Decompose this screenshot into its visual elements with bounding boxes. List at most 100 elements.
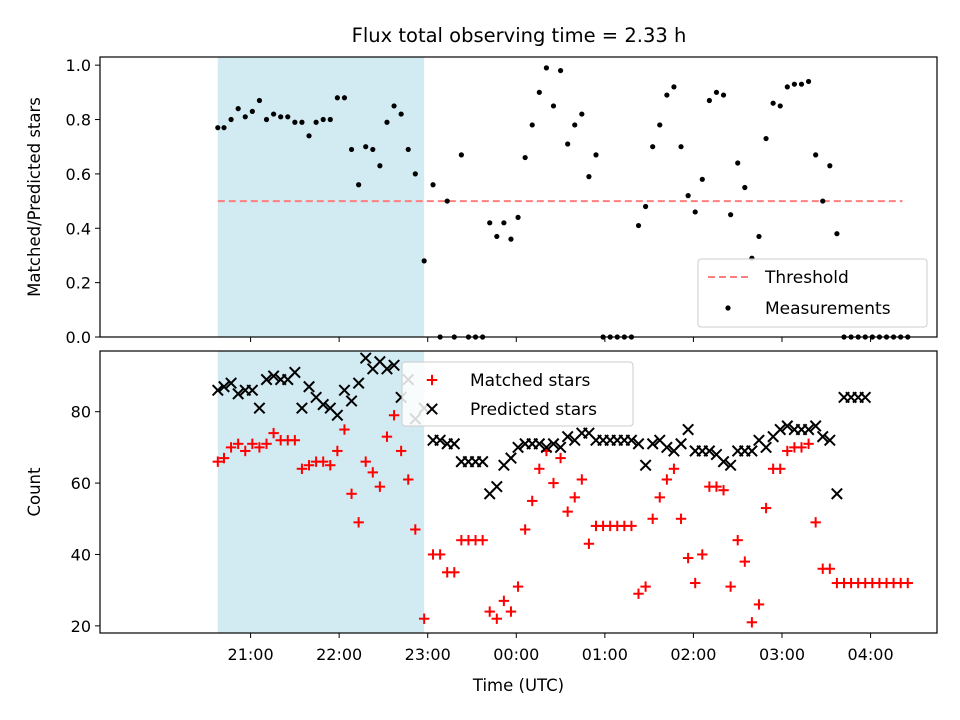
top-ytick-label-4: 0.8 [66,111,91,130]
bottom-point-1-69 [703,445,716,457]
bottom-xtick-label-1: 22:00 [316,645,362,664]
bottom-point-1-61-b [646,437,659,450]
bottom-point-0-13 [303,460,315,471]
top-point-0-32 [444,198,450,204]
legend-measurements-swatch [725,305,731,311]
top-ytick-label-5: 1.0 [66,56,91,75]
bottom-point-1-71-b [717,455,730,468]
bottom-point-0-29 [418,613,430,624]
bottom-point-1-6 [253,402,266,415]
bottom-point-1-84 [809,420,822,432]
bottom-point-0-2 [225,442,237,453]
bottom-point-1-18-b [338,384,351,397]
bottom-point-0-79 [775,463,786,474]
bottom-ytick-label-2: 60 [71,474,91,493]
bottom-point-1-17 [331,409,344,422]
bottom-point-1-58-b [625,434,638,447]
bottom-point-1-47-b [547,437,560,450]
bottom-point-0-60 [640,581,651,592]
bottom-point-0-38 [484,606,495,617]
top-point-0-3 [235,106,241,112]
bottom-point-0-4 [240,445,251,457]
top-point-0-30 [430,182,436,188]
bottom-point-0-12 [296,463,308,474]
top-point-0-25 [391,103,397,109]
bottom-point-1-75 [745,445,758,457]
bottom-point-1-37 [476,455,489,468]
top-ytick-label-2: 0.4 [66,219,91,238]
bottom-point-1-17-b [331,409,344,422]
bottom-point-0-20 [353,517,364,528]
bottom-ylabel: Count [25,467,44,517]
bottom-point-0-17 [332,445,343,457]
bottom-point-1-0 [211,384,224,397]
bottom-point-1-49-b [561,430,574,443]
bottom-point-1-31 [434,434,447,447]
top-point-0-4 [242,114,248,120]
top-point-0-5 [249,108,255,114]
figure-title: Flux total observing time = 2.33 h [352,24,687,47]
bottom-point-0-7 [261,438,272,450]
bottom-point-0-11 [289,435,301,446]
top-point-0-63 [664,92,670,98]
top-point-0-80 [784,84,790,90]
bottom-xtick-label-2: 23:00 [405,645,451,664]
bottom-point-1-11 [288,366,301,379]
bottom-point-0-27 [403,474,414,485]
top-point-0-67 [692,209,698,215]
top-legend-box [697,258,928,328]
legend-measurements-label: Measurements [765,299,891,319]
top-point-0-8 [271,111,277,117]
top-point-0-61 [650,144,656,150]
bottom-point-1-66-b [682,423,695,436]
bottom-point-1-21 [359,352,372,365]
top-point-0-85 [820,198,826,204]
top-point-0-74 [742,184,748,191]
top-point-0-21 [363,144,369,150]
bottom-point-1-11-b [288,366,301,379]
bottom-point-1-8 [267,370,280,382]
bottom-point-1-19 [345,395,358,407]
bottom-point-1-33-b [448,437,461,450]
top-point-0-42 [515,214,521,220]
bottom-point-0-61 [647,513,658,524]
top-point-0-49 [565,141,571,147]
top-point-0-20 [356,182,362,188]
bottom-point-0-63 [661,474,673,485]
bottom-point-1-8-b [267,370,280,382]
bottom-point-1-0-b [211,384,224,397]
top-point-0-52 [586,174,592,180]
top-point-0-29 [421,258,427,264]
bottom-point-1-41 [505,452,517,464]
top-point-0-53 [593,152,599,158]
bottom-point-0-76 [753,599,765,610]
top-point-0-79 [777,103,783,109]
bottom-point-1-13-b [303,380,315,393]
top-point-0-86 [827,163,833,169]
bottom-point-1-39-b [490,480,503,493]
bottom-point-1-46 [540,441,553,454]
bottom-point-0-18 [339,424,350,435]
top-point-0-81 [791,81,798,87]
bottom-point-1-46-b [540,441,553,454]
bottom-point-0-80 [782,445,793,457]
bottom-point-1-6-b [253,402,266,415]
bottom-panel-count-plot: 20 40 60 80 21:00 22:00 23:00 00:00 01:00 02:00 03… [25,350,938,695]
top-ytick-label-0: 0.0 [66,328,91,347]
top-point-0-66 [685,193,691,199]
bottom-point-1-79-b [774,423,787,436]
bottom-point-1-31-b [434,434,447,447]
bottom-legend-box [401,361,634,427]
bottom-point-1-66 [682,423,695,436]
top-point-0-47 [550,103,557,109]
top-point-0-39 [494,233,500,240]
bottom-point-0-41 [505,606,517,617]
bottom-point-0-66 [682,552,694,564]
bottom-point-0-23 [374,481,386,492]
top-point-0-87 [834,231,840,237]
bottom-point-1-13 [303,380,315,393]
bottom-point-1-59-b [632,437,645,450]
top-point-0-26 [398,111,404,117]
bottom-point-1-70-b [710,448,723,461]
